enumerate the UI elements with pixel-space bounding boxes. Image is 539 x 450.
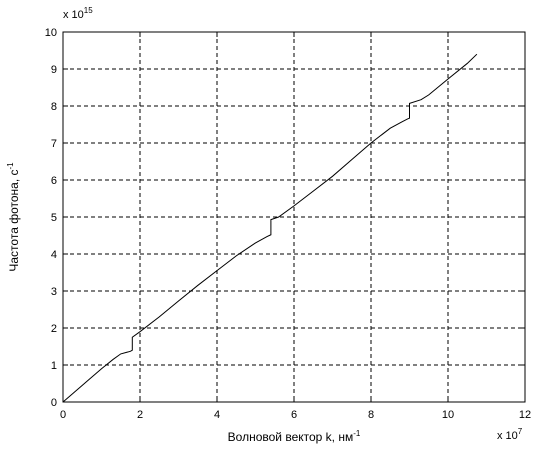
y-tick-label: 8: [51, 101, 57, 113]
x-tick-label: 10: [442, 409, 454, 421]
y-tick-label: 9: [51, 64, 57, 76]
y-multiplier: x 1015: [63, 6, 93, 21]
y-tick-label: 6: [51, 175, 57, 187]
y-tick-label: 5: [51, 212, 57, 224]
grid-lines: [63, 32, 525, 402]
x-tick-label: 2: [137, 409, 143, 421]
y-tick-label: 0: [51, 397, 57, 409]
x-tick-label: 4: [214, 409, 220, 421]
ticks: [62, 31, 526, 403]
x-tick-label: 0: [60, 409, 66, 421]
x-tick-label: 6: [291, 409, 297, 421]
x-axis-label: Волновой вектор k, нм-1: [228, 429, 361, 444]
x-tick-label: 12: [519, 409, 531, 421]
x-multiplier: x 107: [497, 427, 523, 442]
y-tick-label: 3: [51, 286, 57, 298]
y-axis-label: Частота фотона, с-1: [6, 162, 21, 272]
x-tick-label: 8: [368, 409, 374, 421]
series-line: [62, 53, 478, 403]
y-tick-label: 7: [51, 138, 57, 150]
y-tick-label: 4: [51, 249, 57, 261]
y-tick-label: 2: [51, 323, 57, 335]
y-tick-label: 1: [51, 360, 57, 372]
y-tick-label: 10: [45, 27, 57, 39]
